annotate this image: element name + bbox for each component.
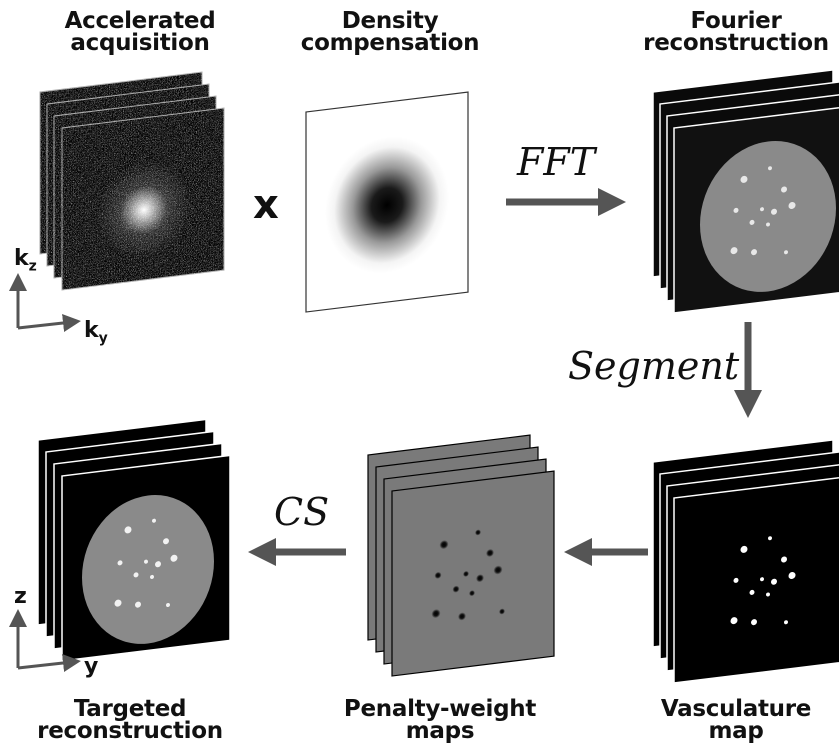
fourier-slice	[673, 105, 839, 314]
axes-bottom	[9, 609, 81, 672]
axes-top	[9, 273, 81, 332]
axis-subscript: z	[28, 258, 37, 275]
vasculature-slice	[673, 475, 839, 684]
penalty-stack	[367, 434, 555, 677]
fft-label: FFT	[517, 140, 596, 184]
label-density-compensation: Density compensation	[290, 8, 490, 56]
kspace-stack	[39, 71, 225, 291]
penalty-slice	[391, 470, 555, 677]
targeted-slice	[61, 454, 231, 662]
label-accelerated-acquisition: Accelerated acquisition	[40, 8, 240, 56]
label-line: Targeted	[73, 696, 187, 722]
label-line: Density	[341, 8, 439, 34]
axis-label-z: z	[14, 584, 27, 609]
axis-label-y: y	[84, 654, 99, 679]
axis-label-kz: kz	[14, 246, 37, 274]
targeted-stack	[37, 418, 231, 662]
axis-horizontal	[17, 314, 81, 332]
segment-label: Segment	[568, 344, 740, 388]
kspace-slice	[61, 107, 225, 291]
axis-letter: k	[14, 246, 29, 271]
label-line: reconstruction	[643, 30, 829, 56]
vasculature-stack	[652, 439, 839, 684]
label-line: compensation	[300, 30, 480, 56]
axis-label-ky: ky	[84, 318, 108, 346]
axis-horizontal	[17, 654, 81, 672]
label-line: Penalty-weight	[343, 696, 537, 722]
label-penalty-weight-maps: Penalty-weight maps	[330, 696, 550, 744]
multiply-symbol: x	[253, 182, 279, 228]
label-vasculature-map: Vasculature map	[636, 696, 836, 744]
density-compensation-map	[305, 91, 469, 313]
axis-letter: k	[84, 318, 99, 343]
label-line: map	[708, 718, 764, 744]
label-line: Accelerated	[64, 8, 216, 34]
cs-label: CS	[274, 490, 330, 534]
label-fourier-reconstruction: Fourier reconstruction	[636, 8, 836, 56]
label-line: Vasculature	[660, 696, 812, 722]
label-targeted-reconstruction: Targeted reconstruction	[20, 696, 240, 744]
label-line: Fourier	[690, 8, 782, 34]
label-line: acquisition	[70, 30, 210, 56]
label-line: maps	[405, 718, 475, 744]
label-line: reconstruction	[37, 718, 223, 744]
axis-subscript: y	[98, 330, 108, 347]
fourier-stack	[652, 69, 839, 314]
